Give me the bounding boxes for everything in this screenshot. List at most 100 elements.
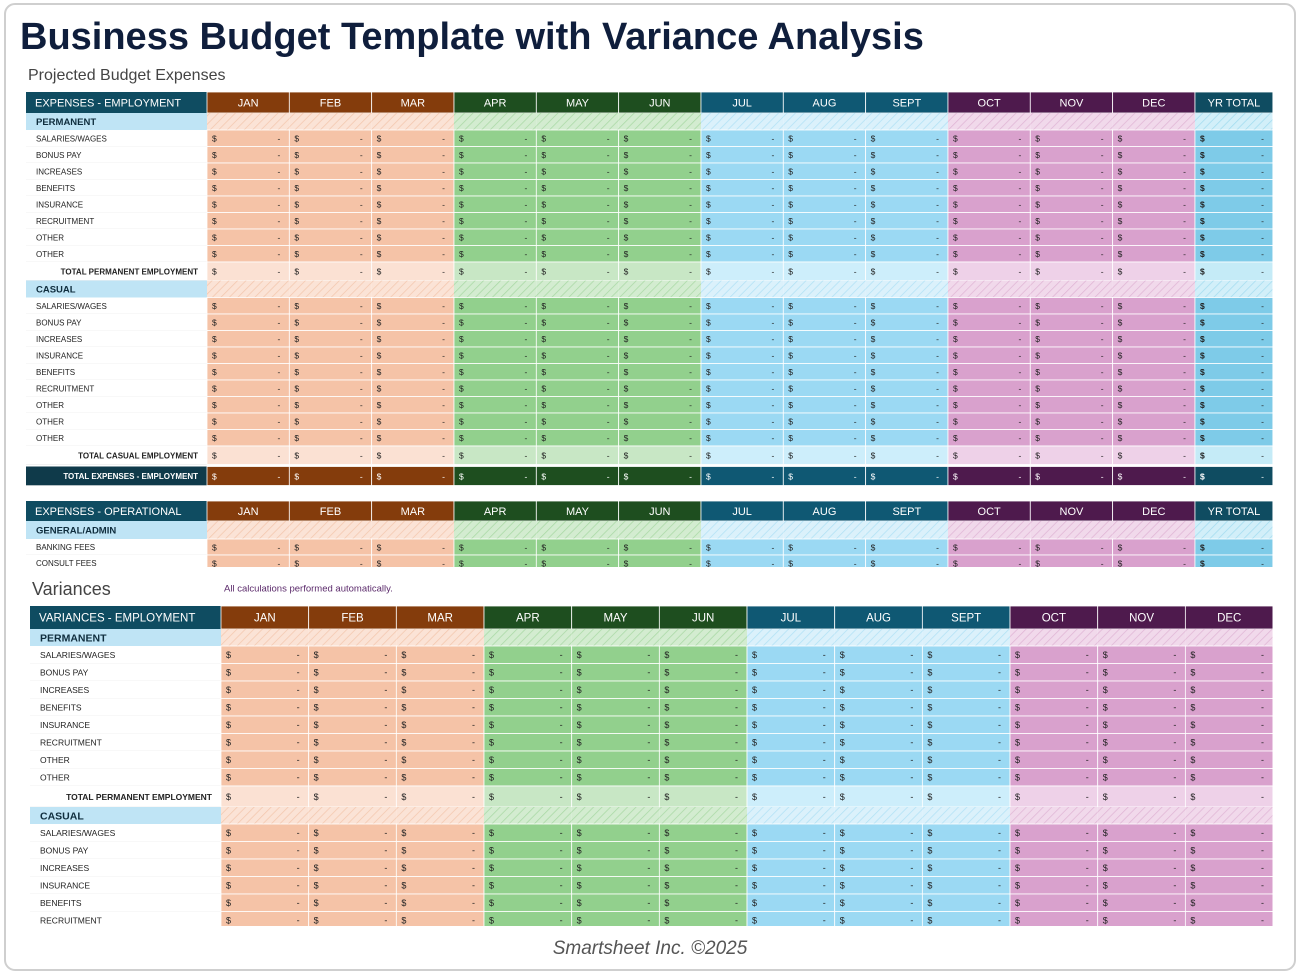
label-cell: [26, 163, 207, 180]
cell-value: -: [910, 828, 913, 838]
currency: $: [752, 685, 757, 695]
cell-value: -: [854, 318, 857, 328]
section-fill: [1097, 629, 1186, 646]
label-cell: [26, 347, 207, 364]
item-label: INSURANCE: [36, 351, 83, 360]
section-fill: [453, 280, 537, 298]
cell-value: -: [998, 916, 1001, 926]
cell-value: -: [607, 367, 610, 377]
currency: $: [1200, 167, 1205, 177]
cell-value: -: [472, 703, 475, 713]
currency: $: [1118, 542, 1123, 552]
currency: $: [840, 703, 845, 713]
cell-value: -: [1261, 558, 1264, 568]
cell-value: -: [771, 367, 774, 377]
section-label: CASUAL: [36, 285, 76, 296]
cell-value: -: [360, 367, 363, 377]
item-label: OTHER: [36, 417, 64, 426]
label-cell: [26, 196, 207, 213]
cell: [658, 841, 748, 860]
currency: $: [377, 417, 382, 427]
column-header: YR TOTAL: [1208, 97, 1261, 109]
cell-value: -: [998, 773, 1001, 783]
currency: $: [752, 898, 757, 908]
currency: $: [1103, 792, 1108, 802]
total-label: TOTAL PERMANENT EMPLOYMENT: [61, 267, 198, 276]
currency: $: [752, 773, 757, 783]
cell-value: -: [607, 301, 610, 311]
cell-value: -: [689, 451, 692, 461]
label-cell: [26, 297, 207, 314]
currency: $: [927, 650, 932, 660]
cell-value: -: [442, 417, 445, 427]
cell-value: -: [442, 451, 445, 461]
currency: $: [401, 773, 406, 783]
cell-value: -: [384, 650, 387, 660]
cell: [1184, 823, 1274, 842]
cell: [834, 663, 923, 682]
currency: $: [624, 433, 629, 443]
currency: $: [377, 400, 382, 410]
cell-value: -: [472, 916, 475, 926]
section-fill: [747, 629, 835, 646]
currency: $: [1190, 703, 1195, 713]
currency: $: [1200, 301, 1205, 311]
cell-value: -: [472, 898, 475, 908]
section-fill: [659, 629, 748, 646]
currency: $: [624, 134, 629, 144]
currency: $: [226, 916, 231, 926]
currency: $: [1035, 471, 1040, 481]
cell-value: -: [1086, 755, 1089, 765]
label-cell: [30, 768, 221, 786]
currency: $: [788, 433, 793, 443]
section-fill: [1030, 521, 1113, 539]
currency: $: [840, 650, 845, 660]
cell-value: -: [771, 167, 774, 177]
currency: $: [541, 167, 546, 177]
currency: $: [1118, 318, 1123, 328]
currency: $: [1118, 367, 1123, 377]
currency: $: [226, 720, 231, 730]
cell: [1097, 785, 1186, 808]
cell: [483, 733, 573, 752]
cell-value: -: [1261, 881, 1264, 891]
currency: $: [1200, 334, 1205, 344]
currency: $: [1190, 828, 1195, 838]
currency: $: [401, 738, 406, 748]
cell-value: -: [1261, 720, 1264, 730]
item-label: OTHER: [36, 434, 64, 443]
section-fill: [536, 280, 619, 298]
currency: $: [871, 384, 876, 394]
cell: [1097, 680, 1186, 699]
item-label: OTHER: [36, 233, 64, 242]
currency: $: [541, 200, 546, 210]
currency: $: [401, 685, 406, 695]
currency: $: [294, 183, 299, 193]
cell: [308, 663, 397, 682]
currency: $: [226, 755, 231, 765]
currency: $: [294, 233, 299, 243]
table-header: EXPENSES - OPERATIONAL: [35, 506, 182, 518]
section-fill: [308, 807, 397, 824]
column-header: MAY: [603, 613, 627, 625]
cell-value: -: [1101, 150, 1104, 160]
cell: [220, 841, 310, 860]
currency: $: [314, 720, 319, 730]
cell-value: -: [854, 542, 857, 552]
currency: $: [212, 233, 217, 243]
section-cell: [30, 629, 221, 646]
currency: $: [840, 846, 845, 856]
item-label: BONUS PAY: [36, 151, 82, 160]
currency: $: [752, 703, 757, 713]
currency: $: [927, 685, 932, 695]
cell: [658, 750, 748, 769]
label-cell: [26, 229, 207, 246]
currency: $: [294, 433, 299, 443]
currency: $: [953, 451, 958, 461]
currency: $: [1103, 650, 1108, 660]
cell-value: -: [607, 167, 610, 177]
cell: [395, 698, 485, 717]
grand-label: TOTAL EXPENSES - EMPLOYMENT: [63, 472, 198, 481]
cell: [1009, 733, 1099, 752]
currency: $: [706, 417, 711, 427]
